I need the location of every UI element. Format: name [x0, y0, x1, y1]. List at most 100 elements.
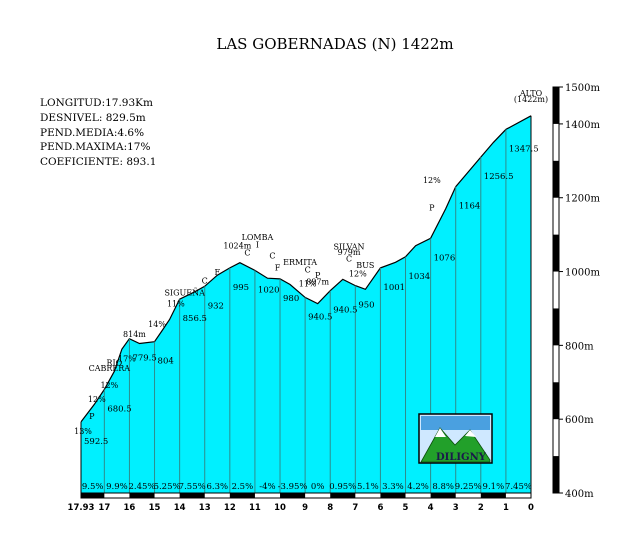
segment-grade-label: 2.5%	[232, 482, 254, 492]
elevation-tick-label: 1500m	[565, 83, 600, 94]
distance-bar-segment	[129, 493, 155, 498]
segment-grade-label: 9.25%	[455, 482, 482, 492]
km-elevation-label: 779.5	[132, 354, 156, 364]
distance-label: 5	[403, 503, 409, 513]
diligny-logo: DILIGNY	[418, 413, 493, 464]
route-annotation: 1024m	[223, 242, 251, 251]
route-annotation: ALTO	[519, 89, 543, 98]
segment-grade-labels: 9.5% 9.9% 2.45%5.25%7.55% 6.3% 2.5% -4% -3.95%…	[82, 482, 532, 492]
elevation-tick-label: 400m	[565, 489, 594, 500]
distance-axis-bar	[80, 492, 532, 499]
distance-label: 14	[174, 503, 186, 513]
profile-area	[80, 115, 532, 494]
route-annotation: F	[214, 268, 220, 277]
distance-bar-segment	[179, 493, 205, 498]
km-elevation-label: 940.5	[308, 312, 332, 322]
distance-label: 16	[124, 503, 136, 513]
route-annotation: SILVAN	[334, 242, 365, 251]
distance-label: 6	[377, 503, 383, 513]
route-annotation: C	[269, 252, 275, 261]
route-annotation: 979m	[338, 248, 361, 257]
distance-label: 13	[199, 503, 211, 513]
route-annotation: 13%	[74, 427, 92, 436]
route-annotation: 11%	[299, 279, 317, 288]
profile-fill	[81, 115, 531, 494]
elevation-axis-segment	[553, 234, 559, 272]
segment-grade-label: 7.55%	[179, 482, 206, 492]
distance-label: 1	[503, 503, 509, 513]
route-annotation: I	[256, 241, 259, 250]
route-annotation: 12%	[423, 176, 441, 185]
route-annotation: CABRERA	[89, 364, 131, 373]
distance-label: 9	[302, 503, 308, 513]
elevation-tick-label: 1000m	[565, 268, 600, 279]
distance-bar-segment	[81, 493, 105, 498]
logo-snow-left	[435, 428, 446, 437]
route-annotation: C	[202, 277, 208, 286]
segment-grade-label: -3.95%	[278, 482, 308, 492]
chart-title: LAS GOBERNADAS (N) 1422m	[216, 35, 453, 53]
stat-desnivel: DESNIVEL: 829.5m	[40, 112, 146, 124]
km-elevation-label: 856.5	[183, 314, 207, 324]
route-annotation: C	[305, 266, 311, 275]
km-elevation-label: 932	[208, 301, 224, 311]
route-annotation: 14%	[148, 320, 166, 329]
distance-label: 8	[327, 503, 333, 513]
segment-grade-label: 2.45%	[128, 482, 155, 492]
km-elevation-label: 1001	[383, 283, 405, 293]
segment-grade-label: 9.1%	[483, 482, 505, 492]
segment-grade-label: 3.3%	[382, 482, 404, 492]
distance-bar-segment	[480, 493, 506, 498]
segment-grade-label: 5.25%	[154, 482, 181, 492]
logo-text: DILIGNY	[436, 452, 487, 463]
route-annotation: 12%	[88, 395, 106, 404]
profile-line	[80, 115, 532, 423]
elevation-axis: 400m 600m 800m 1000m 1200m 1400m 1500m	[552, 83, 600, 500]
distance-bar-segment	[280, 493, 306, 498]
segment-grade-label: 6.3%	[206, 482, 228, 492]
stat-longitud: LONGITUD:17.93Km	[40, 97, 153, 109]
route-annotation: 11%	[167, 300, 185, 309]
distance-label: 10	[274, 503, 286, 513]
route-annotation: BUS	[356, 261, 374, 270]
km-elevation-label: 1034	[409, 272, 431, 282]
distance-label: 2	[478, 503, 484, 513]
segment-grade-label: 0.95%	[329, 482, 356, 492]
km-elevation-label: 995	[233, 283, 249, 293]
km-elevation-label: 980	[283, 294, 299, 304]
route-annotation: P	[315, 271, 321, 280]
route-annotation: SIGUEÑA	[164, 289, 205, 298]
km-elevation-label: 1076	[434, 253, 456, 263]
elevation-tick-label: 800m	[565, 341, 594, 352]
route-annotation: P	[429, 204, 435, 213]
logo-snow-right	[465, 430, 476, 437]
elevation-tick-label: 1400m	[565, 120, 600, 131]
elevation-axis-segment	[553, 456, 559, 493]
elevation-axis-segment	[553, 382, 559, 420]
distance-label: 17	[98, 503, 110, 513]
segment-grade-label: 9.5%	[82, 482, 104, 492]
km-elevation-label: 1020	[258, 285, 280, 295]
route-annotation: RIO	[107, 359, 123, 368]
distance-bar-segment	[229, 493, 255, 498]
route-annotation: F	[275, 263, 281, 272]
elevation-axis-segment	[553, 87, 559, 124]
route-annotation: 814m	[123, 330, 146, 339]
segment-grade-label: 5.1%	[357, 482, 379, 492]
logo-sky	[421, 416, 490, 430]
km-elevation-label: 940.5	[333, 306, 357, 316]
distance-label: 12	[224, 503, 236, 513]
elevation-axis-segment	[553, 160, 559, 198]
segment-grade-label: -4%	[259, 482, 275, 492]
route-annotation: 12%	[349, 269, 367, 278]
stats-block: LONGITUD:17.93Km DESNIVEL: 829.5m PEND.M…	[40, 97, 156, 168]
stat-coeficiente: COEFICIENTE: 893.1	[40, 156, 156, 168]
km-dividers	[103, 129, 507, 493]
distance-bar-segment	[380, 493, 406, 498]
route-annotation: LOMBA	[242, 233, 274, 242]
route-annotation: P	[89, 412, 95, 421]
distance-label: 3	[453, 503, 459, 513]
